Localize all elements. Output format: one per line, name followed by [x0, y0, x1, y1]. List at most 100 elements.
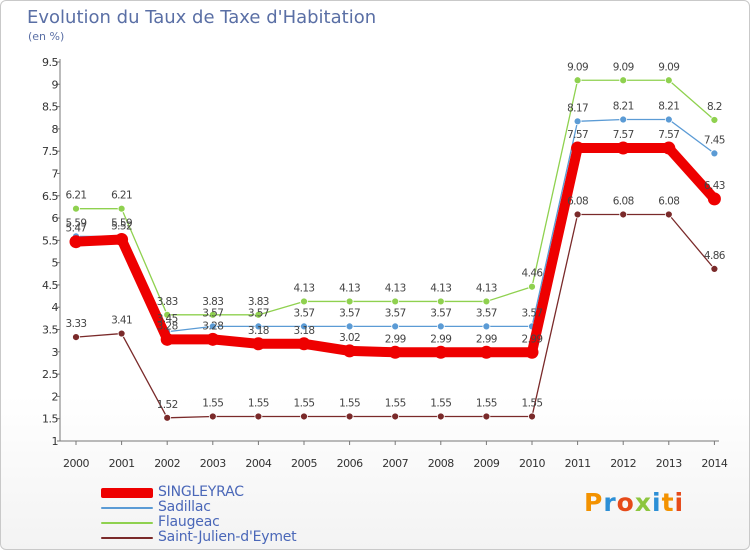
data-point [115, 232, 129, 246]
data-point [163, 310, 172, 319]
data-point [208, 412, 217, 421]
data-label: 6.08 [567, 195, 588, 207]
data-label: 2.99 [522, 333, 543, 345]
data-point [391, 412, 400, 421]
y-tick-label: 1 [52, 435, 59, 448]
data-point [345, 322, 354, 331]
data-label: 7.57 [658, 129, 679, 141]
data-label: 1.55 [339, 397, 360, 409]
x-tick-label: 2005 [291, 457, 317, 470]
data-label: 3.57 [522, 307, 543, 319]
logo-letter: o [616, 488, 635, 517]
data-point [343, 344, 357, 358]
data-label: 6.08 [658, 195, 679, 207]
data-label: 8.2 [707, 101, 722, 113]
data-point [117, 329, 126, 338]
data-label: 1.55 [476, 397, 497, 409]
data-point [664, 76, 673, 85]
data-label: 3.28 [202, 320, 223, 332]
x-tick-label: 2010 [519, 457, 545, 470]
data-label: 6.08 [613, 195, 634, 207]
data-label: 4.13 [339, 282, 360, 294]
data-point [388, 345, 402, 359]
data-label: 6.21 [66, 190, 87, 202]
line-chart: 11.522.533.544.555.566.577.588.599.52000… [42, 56, 728, 470]
legend-item: Saint-Julien-d'Eymet [101, 529, 361, 545]
data-label: 3.18 [294, 325, 315, 337]
data-point [664, 115, 673, 124]
data-label: 5.47 [66, 223, 87, 235]
y-tick-label: 7 [52, 167, 59, 180]
data-point [72, 333, 80, 342]
data-label: 3.57 [294, 307, 315, 319]
data-label: 1.55 [522, 397, 543, 409]
y-tick-label: 3 [52, 346, 59, 359]
data-label: 3.33 [66, 318, 87, 330]
proxiti-logo: Proxiti [584, 488, 684, 517]
data-label: 7.57 [567, 129, 588, 141]
data-label: 3.83 [157, 296, 178, 308]
data-label: 8.17 [567, 102, 588, 114]
data-point [117, 204, 126, 213]
data-label: 4.13 [294, 282, 315, 294]
data-point [300, 322, 308, 331]
data-label: 8.21 [613, 101, 634, 113]
y-tick-label: 6.5 [42, 190, 58, 203]
data-label: 6.21 [111, 190, 132, 202]
legend-label: Flaugeac [158, 514, 220, 530]
logo-letter: i [652, 488, 662, 517]
y-tick-label: 8 [52, 123, 59, 136]
logo-letter: t [661, 488, 675, 517]
data-point [482, 322, 491, 331]
legend-label: Saint-Julien-d'Eymet [158, 529, 297, 545]
legend-item: Sadillac [101, 499, 361, 515]
data-point [391, 322, 400, 331]
data-label: 9.09 [658, 61, 679, 73]
logo-letter: r [603, 488, 617, 517]
x-tick-label: 2011 [565, 457, 591, 470]
data-label: 3.83 [248, 296, 269, 308]
data-label: 1.52 [157, 399, 178, 411]
data-point [69, 235, 83, 249]
data-point [525, 345, 539, 359]
y-tick-label: 1.5 [42, 413, 58, 426]
data-point [573, 210, 582, 219]
data-point [436, 297, 445, 306]
legend-swatch [101, 507, 153, 509]
data-label: 1.55 [202, 397, 223, 409]
data-point [254, 412, 263, 421]
data-point [710, 116, 719, 124]
y-tick-label: 8.5 [42, 101, 58, 114]
data-point [297, 337, 311, 351]
data-label: 3.18 [248, 325, 269, 337]
data-label: 2.99 [385, 333, 406, 345]
legend-swatch [101, 522, 153, 524]
data-label: 3.02 [339, 332, 360, 344]
data-label: 3.83 [202, 296, 223, 308]
x-tick-label: 2001 [109, 457, 135, 470]
data-label: 3.57 [385, 307, 406, 319]
data-point [300, 297, 308, 306]
x-tick-label: 2003 [200, 457, 226, 470]
chart-title: Evolution du Taux de Taxe d'Habitation [27, 7, 377, 28]
data-point [710, 264, 719, 273]
x-tick-label: 2009 [473, 457, 499, 470]
y-tick-label: 4.5 [42, 279, 58, 292]
data-label: 3.57 [430, 307, 451, 319]
data-point [482, 297, 491, 306]
data-label: 7.57 [613, 129, 634, 141]
data-point [573, 76, 582, 85]
data-point [482, 412, 491, 421]
y-tick-label: 5.5 [42, 234, 58, 247]
data-point [163, 413, 172, 422]
data-point [528, 282, 536, 291]
data-point [479, 345, 493, 359]
data-label: 4.13 [385, 282, 406, 294]
data-point [616, 141, 630, 155]
data-label: 1.55 [248, 397, 269, 409]
data-point [72, 204, 80, 213]
data-point [160, 332, 174, 346]
data-point [436, 412, 445, 421]
data-label: 4.13 [476, 282, 497, 294]
